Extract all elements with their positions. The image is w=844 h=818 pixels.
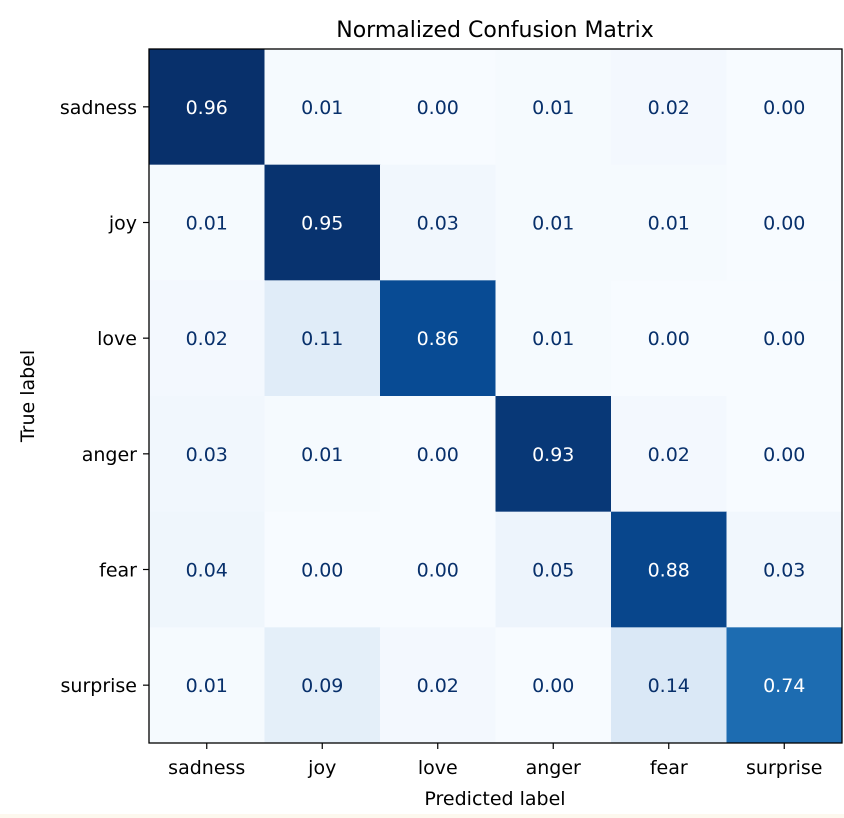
cell-value-labels: 0.96 0.01 0.00 0.01 0.02 0.00 0.01 0.95 0.03 0.01… xyxy=(186,97,806,697)
x-tick-label-sadness: sadness xyxy=(168,757,245,779)
cell-value-label: 0.05 xyxy=(532,560,574,582)
cell-value-label: 0.03 xyxy=(417,213,459,235)
cell-value-label: 0.00 xyxy=(763,328,805,350)
heatmap-cell-surprise-sadness xyxy=(149,627,265,744)
x-tick-label-surprise: surprise xyxy=(746,757,823,779)
cell-value-label: 0.00 xyxy=(301,560,343,582)
heatmap-cell-surprise-surprise xyxy=(726,627,843,744)
heatmap-cell-love-surprise xyxy=(726,280,843,397)
heatmap-cell-fear-anger xyxy=(495,511,612,628)
heatmap-cell-sadness-love xyxy=(380,49,496,166)
plot-frame xyxy=(148,48,843,744)
cell-value-label: 0.96 xyxy=(186,97,228,119)
heatmap-cell-fear-sadness xyxy=(149,511,265,628)
heatmap-cell-love-fear xyxy=(611,280,727,397)
cell-value-label: 0.93 xyxy=(532,444,574,466)
cell-value-label: 0.14 xyxy=(648,675,690,697)
heatmap-cell-joy-anger xyxy=(495,164,612,281)
heatmap-cells xyxy=(149,49,843,744)
cell-value-label: 0.00 xyxy=(417,444,459,466)
cell-value-label: 0.95 xyxy=(301,213,343,235)
heatmap-cell-love-sadness xyxy=(149,280,265,397)
heatmap-cell-joy-surprise xyxy=(726,164,843,281)
cell-value-label: 0.11 xyxy=(301,328,343,350)
y-tick-label-anger: anger xyxy=(82,444,137,466)
heatmap-cell-surprise-fear xyxy=(611,627,727,744)
cell-value-label: 0.01 xyxy=(532,328,574,350)
cell-value-label: 0.00 xyxy=(763,444,805,466)
heatmap-cell-sadness-surprise xyxy=(726,49,843,166)
heatmap-cell-fear-fear xyxy=(611,511,727,628)
cell-value-label: 0.03 xyxy=(186,444,228,466)
x-tick-label-fear: fear xyxy=(650,757,688,779)
cell-value-label: 0.01 xyxy=(186,675,228,697)
heatmap-cell-anger-anger xyxy=(495,396,612,513)
heatmap-cell-love-love xyxy=(380,280,496,397)
cell-value-label: 0.02 xyxy=(648,97,690,119)
heatmap-cell-sadness-joy xyxy=(264,49,381,166)
y-tick-label-surprise: surprise xyxy=(61,675,138,697)
cell-value-label: 0.09 xyxy=(301,675,343,697)
cell-value-label: 0.00 xyxy=(763,213,805,235)
heatmap-cell-anger-joy xyxy=(264,396,381,513)
heatmap-cell-joy-love xyxy=(380,164,496,281)
cell-value-label: 0.00 xyxy=(417,560,459,582)
y-tick-label-joy: joy xyxy=(108,213,137,235)
heatmap-cell-sadness-anger xyxy=(495,49,612,166)
x-tick-label-anger: anger xyxy=(526,757,581,779)
heatmap-cell-love-joy xyxy=(264,280,381,397)
y-axis-label: True label xyxy=(17,350,39,443)
x-tick-label-love: love xyxy=(418,757,458,779)
cell-value-label: 0.01 xyxy=(648,213,690,235)
heatmap-cell-anger-fear xyxy=(611,396,727,513)
cell-value-label: 0.00 xyxy=(648,328,690,350)
cell-value-label: 0.01 xyxy=(301,444,343,466)
cell-value-label: 0.01 xyxy=(301,97,343,119)
cell-value-label: 0.74 xyxy=(763,675,805,697)
cell-value-label: 0.01 xyxy=(186,213,228,235)
y-tick-label-love: love xyxy=(97,328,137,350)
cell-value-label: 0.02 xyxy=(186,328,228,350)
cell-value-label: 0.00 xyxy=(532,675,574,697)
heatmap-cell-surprise-love xyxy=(380,627,496,744)
heatmap-cell-joy-sadness xyxy=(149,164,265,281)
heatmap-cell-fear-love xyxy=(380,511,496,628)
cell-value-label: 0.03 xyxy=(763,560,805,582)
heatmap-cell-love-anger xyxy=(495,280,612,397)
x-tick-group: sadness joy love anger fear surprise xyxy=(168,743,823,779)
cell-value-label: 0.01 xyxy=(532,213,574,235)
cell-value-label: 0.88 xyxy=(648,560,690,582)
x-tick-label-joy: joy xyxy=(307,757,336,779)
heatmap-cell-sadness-fear xyxy=(611,49,727,166)
cell-value-label: 0.86 xyxy=(417,328,459,350)
heatmap-cell-fear-surprise xyxy=(726,511,843,628)
cell-value-label: 0.02 xyxy=(648,444,690,466)
heatmap-cell-anger-sadness xyxy=(149,396,265,513)
heatmap-cell-surprise-anger xyxy=(495,627,612,744)
cell-value-label: 0.04 xyxy=(186,560,228,582)
heatmap-cell-anger-surprise xyxy=(726,396,843,513)
y-tick-label-fear: fear xyxy=(99,560,137,582)
heatmap-cell-anger-love xyxy=(380,396,496,513)
heatmap-cell-fear-joy xyxy=(264,511,381,628)
heatmap-cell-sadness-sadness xyxy=(149,49,265,166)
heatmap-cell-surprise-joy xyxy=(264,627,381,744)
heatmap-cell-joy-fear xyxy=(611,164,727,281)
x-axis-label: Predicted label xyxy=(424,788,565,810)
cell-value-label: 0.01 xyxy=(532,97,574,119)
chart-title: Normalized Confusion Matrix xyxy=(336,18,653,43)
cell-value-label: 0.00 xyxy=(417,97,459,119)
cell-value-label: 0.00 xyxy=(763,97,805,119)
cell-value-label: 0.02 xyxy=(417,675,459,697)
y-tick-label-sadness: sadness xyxy=(60,97,137,119)
heatmap-cell-joy-joy xyxy=(264,164,381,281)
y-tick-group: sadness joy love anger fear surprise xyxy=(60,97,149,697)
